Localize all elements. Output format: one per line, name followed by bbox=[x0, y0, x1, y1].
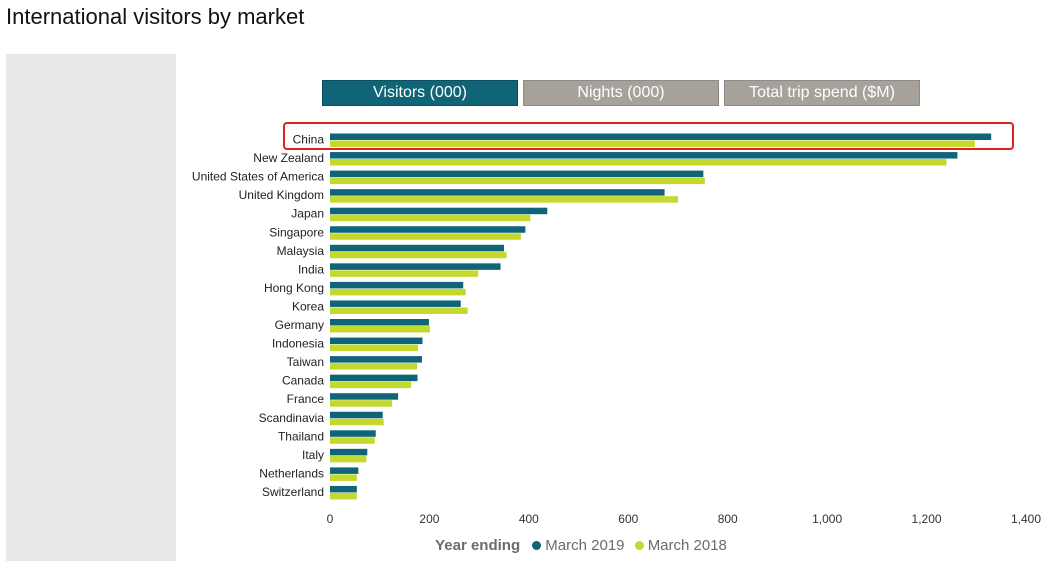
bar-thailand-2019 bbox=[330, 430, 376, 437]
category-label-india: India bbox=[298, 262, 324, 276]
category-label-malaysia: Malaysia bbox=[277, 244, 325, 258]
bar-singapore-2019 bbox=[330, 226, 526, 233]
category-label-scandinavia: Scandinavia bbox=[259, 411, 325, 425]
bar-united-states-of-america-2019 bbox=[330, 170, 704, 178]
bar-italy-2019 bbox=[330, 448, 368, 456]
highlight-box bbox=[283, 122, 1014, 150]
bar-netherlands-2018 bbox=[330, 474, 357, 481]
x-tick-label-1000: 1,000 bbox=[812, 512, 842, 526]
x-tick-label-600: 600 bbox=[618, 512, 638, 526]
bar-canada-2019 bbox=[330, 374, 418, 382]
legend-item-march-2019[interactable]: March 2019 bbox=[532, 537, 628, 554]
bar-canada-2018 bbox=[330, 381, 412, 389]
bar-indonesia-2019 bbox=[330, 337, 423, 345]
bar-malaysia-2018 bbox=[330, 251, 507, 259]
bar-india-2019 bbox=[330, 263, 501, 270]
bar-germany-2018 bbox=[330, 326, 430, 333]
bar-united-states-of-america-2018 bbox=[330, 177, 705, 185]
bar-korea-2018 bbox=[330, 307, 468, 314]
bar-germany-2019 bbox=[330, 319, 429, 326]
category-label-france: France bbox=[287, 392, 325, 406]
x-tick-label-200: 200 bbox=[419, 512, 439, 526]
category-label-canada: Canada bbox=[282, 374, 324, 388]
category-label-switzerland: Switzerland bbox=[262, 485, 324, 499]
x-tick-label-1200: 1,200 bbox=[912, 512, 942, 526]
category-label-germany: Germany bbox=[275, 318, 324, 332]
category-label-singapore: Singapore bbox=[269, 225, 324, 239]
category-label-netherlands: Netherlands bbox=[259, 466, 324, 480]
bar-new-zealand-2019 bbox=[330, 152, 958, 159]
legend: Year ending March 2019 March 2018 bbox=[0, 537, 1048, 554]
tab-visitors-label: Visitors (000) bbox=[373, 84, 467, 101]
bar-japan-2018 bbox=[330, 214, 531, 222]
bar-malaysia-2019 bbox=[330, 244, 504, 252]
legend-item-march-2018[interactable]: March 2018 bbox=[634, 537, 727, 554]
legend-dot-2018-icon bbox=[634, 540, 644, 550]
bar-hong-kong-2018 bbox=[330, 288, 466, 296]
bar-united-kingdom-2019 bbox=[330, 189, 665, 196]
bar-taiwan-2018 bbox=[330, 363, 417, 370]
bar-france-2018 bbox=[330, 400, 393, 407]
tab-visitors[interactable]: Visitors (000) bbox=[322, 80, 518, 106]
left-panel bbox=[6, 54, 176, 561]
page-title: International visitors by market bbox=[6, 4, 305, 29]
bar-new-zealand-2018 bbox=[330, 159, 947, 166]
legend-label-march-2019: March 2019 bbox=[545, 537, 625, 554]
bar-japan-2019 bbox=[330, 207, 548, 215]
bar-china-2018 bbox=[330, 140, 975, 147]
category-label-china: China bbox=[293, 133, 325, 147]
bar-thailand-2018 bbox=[330, 437, 375, 444]
tab-total-trip-spend-label: Total trip spend ($M) bbox=[749, 84, 895, 101]
bar-taiwan-2019 bbox=[330, 356, 422, 363]
legend-label-march-2018: March 2018 bbox=[647, 537, 727, 554]
bar-korea-2019 bbox=[330, 300, 461, 307]
bar-scandinavia-2018 bbox=[330, 418, 384, 426]
bar-switzerland-2019 bbox=[330, 485, 357, 493]
category-label-taiwan: Taiwan bbox=[287, 355, 324, 369]
bar-netherlands-2019 bbox=[330, 467, 359, 474]
bar-india-2018 bbox=[330, 270, 479, 277]
category-label-hong-kong: Hong Kong bbox=[264, 281, 324, 295]
category-label-korea: Korea bbox=[292, 299, 324, 313]
bar-switzerland-2018 bbox=[330, 492, 357, 500]
category-label-japan: Japan bbox=[291, 207, 324, 221]
category-label-italy: Italy bbox=[302, 448, 324, 462]
x-tick-label-400: 400 bbox=[519, 512, 539, 526]
x-tick-label-800: 800 bbox=[718, 512, 738, 526]
tab-nights[interactable]: Nights (000) bbox=[523, 80, 719, 106]
tab-total-trip-spend[interactable]: Total trip spend ($M) bbox=[724, 80, 920, 106]
bar-singapore-2018 bbox=[330, 233, 521, 240]
bar-italy-2018 bbox=[330, 455, 367, 463]
x-tick-label-1400: 1,400 bbox=[1011, 512, 1041, 526]
legend-dot-2019-icon bbox=[532, 540, 542, 550]
category-label-new-zealand: New Zealand bbox=[253, 151, 324, 165]
bar-scandinavia-2019 bbox=[330, 411, 383, 419]
bar-united-kingdom-2018 bbox=[330, 196, 678, 203]
category-label-united-states-of-america: United States of America bbox=[192, 170, 324, 184]
tab-nights-label: Nights (000) bbox=[577, 84, 665, 101]
category-label-united-kingdom: United Kingdom bbox=[239, 188, 324, 202]
category-label-indonesia: Indonesia bbox=[272, 337, 324, 351]
bar-china-2019 bbox=[330, 133, 992, 140]
legend-title: Year ending bbox=[435, 537, 521, 554]
category-label-thailand: Thailand bbox=[278, 429, 324, 443]
bar-hong-kong-2019 bbox=[330, 281, 464, 289]
x-tick-label-0: 0 bbox=[327, 512, 334, 526]
bar-france-2019 bbox=[330, 393, 399, 400]
bar-indonesia-2018 bbox=[330, 344, 418, 352]
